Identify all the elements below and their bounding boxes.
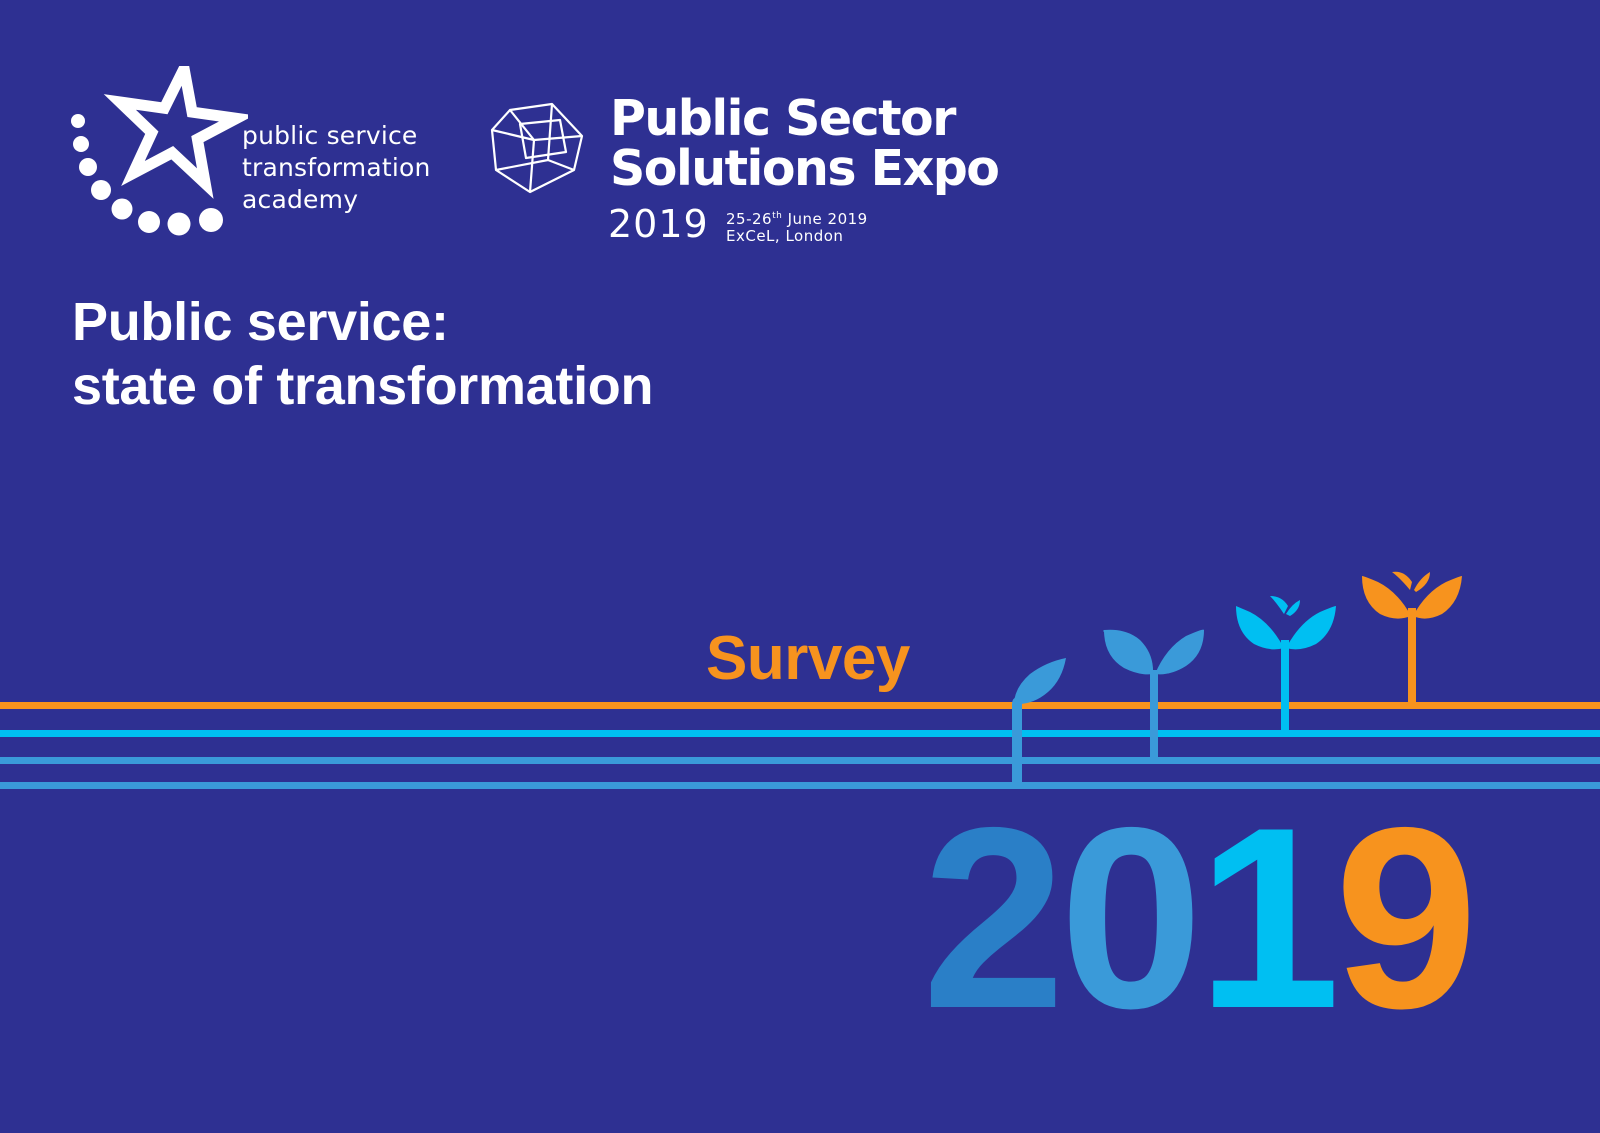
sprout-orange xyxy=(1362,571,1462,704)
year-digit: 2 xyxy=(922,773,1065,1062)
expo-date-line: 25-26th June 2019 xyxy=(726,208,868,228)
star-with-dots-icon xyxy=(71,51,255,236)
psta-line: academy xyxy=(242,185,359,214)
growing-sprouts-icon xyxy=(0,571,1600,789)
sprout-large xyxy=(1236,596,1336,732)
psta-line: transformation xyxy=(242,153,431,182)
sprout-small xyxy=(1012,658,1066,785)
expo-title: Public Sector Solutions Expo xyxy=(610,90,1000,197)
geometric-cube-icon xyxy=(490,102,584,194)
expo-date-rest: June 2019 xyxy=(782,210,868,228)
stripe-light-blue xyxy=(0,757,1600,764)
year-digit: 0 xyxy=(1059,773,1203,1062)
stripe-orange xyxy=(0,702,1600,709)
big-year: 2019 xyxy=(922,773,1478,1062)
psta-wordmark: public service transformation academy xyxy=(242,120,431,216)
psta-line: public service xyxy=(242,121,418,150)
page-title: Public service: state of transformation xyxy=(72,290,653,418)
stripe-light-blue xyxy=(0,782,1600,789)
survey-label: Survey xyxy=(706,624,910,693)
year-digit: 9 xyxy=(1334,773,1478,1062)
year-digit: 1 xyxy=(1197,773,1340,1062)
page-title-line: Public service: xyxy=(72,292,449,352)
expo-date-suffix: th xyxy=(772,211,783,221)
expo-dates: 25-26th June 2019 ExCeL, London xyxy=(726,208,868,245)
stripe-cyan xyxy=(0,730,1600,737)
page-title-line: state of transformation xyxy=(72,356,654,416)
psta-logo: public service transformation academy xyxy=(68,51,448,246)
expo-logo: Public Sector Solutions Expo 2019 25-26t… xyxy=(490,90,1018,256)
expo-title-line: Solutions Expo xyxy=(610,140,1000,197)
expo-venue: ExCeL, London xyxy=(726,227,844,245)
expo-title-line: Public Sector xyxy=(610,90,956,147)
sprout-medium xyxy=(1103,629,1204,758)
expo-date-day: 25-26 xyxy=(726,210,773,228)
expo-year: 2019 xyxy=(608,202,709,246)
